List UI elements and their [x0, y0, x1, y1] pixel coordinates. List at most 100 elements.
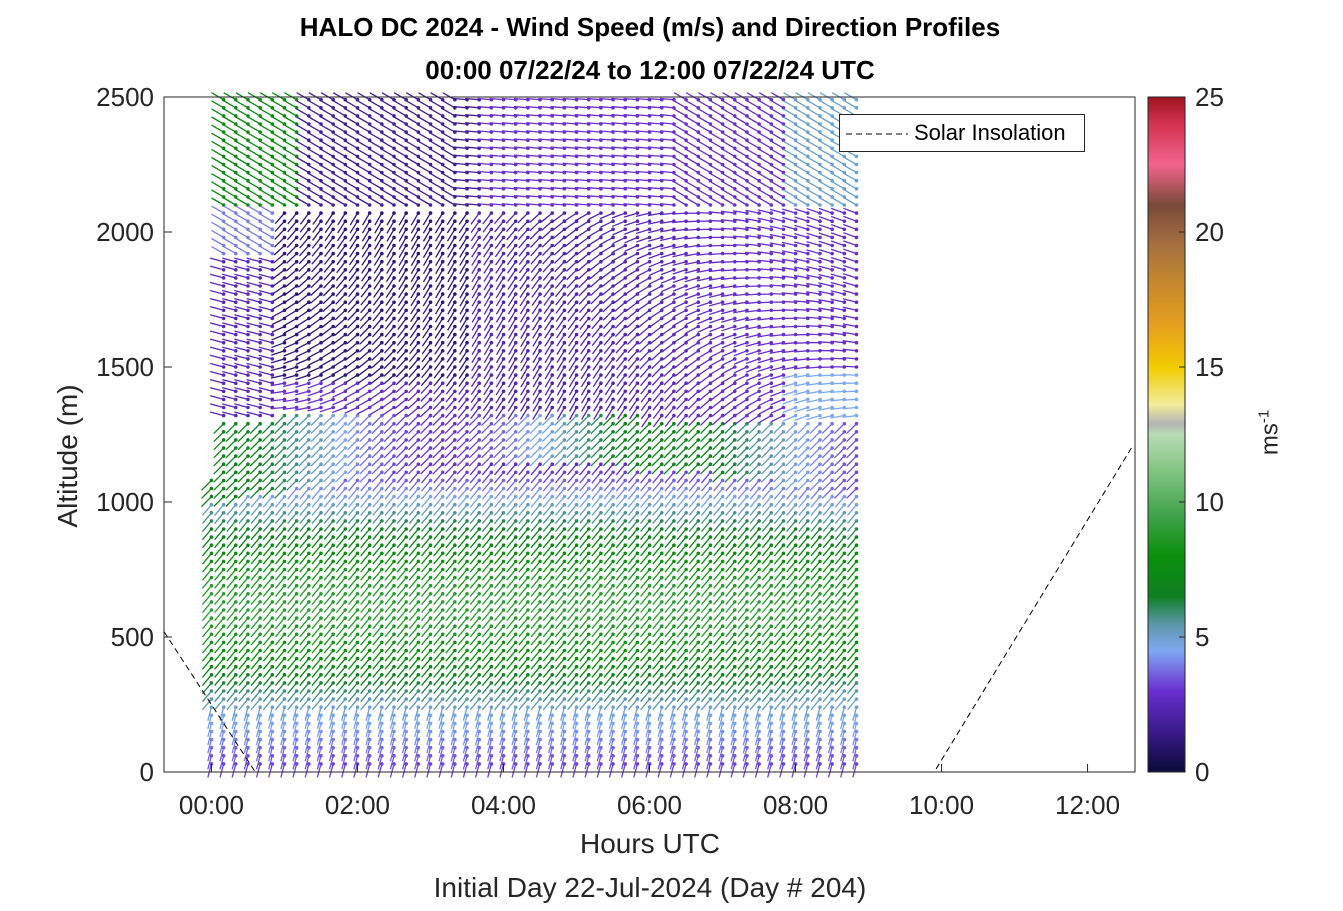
wind-barb: [377, 707, 383, 721]
wind-barb: [494, 625, 505, 638]
wind-barb-head: [501, 478, 506, 483]
wind-barb-head: [307, 227, 311, 232]
wind-barb: [493, 423, 505, 435]
wind-barb: [286, 471, 298, 483]
wind-barb-head: [307, 268, 311, 272]
wind-barb: [335, 650, 346, 662]
wind-barb: [238, 601, 249, 614]
wind-barb: [518, 609, 529, 622]
wind-barb: [418, 116, 431, 125]
wind-barb: [341, 739, 346, 754]
wind-barb: [311, 641, 322, 654]
wind-barb: [430, 100, 444, 109]
wind-barb: [422, 301, 432, 315]
wind-barb: [433, 690, 444, 703]
wind-barb-head: [453, 527, 457, 531]
wind-barb-head: [258, 697, 262, 701]
wind-barb: [274, 569, 285, 581]
wind-barb: [209, 346, 224, 352]
wind-barb-head: [294, 551, 299, 556]
wind-barb: [482, 399, 492, 412]
wind-barb-head: [513, 673, 518, 677]
wind-barb: [308, 342, 322, 351]
wind-barb: [259, 205, 273, 214]
wind-barb: [238, 544, 249, 557]
wind-barb: [372, 577, 383, 589]
wind-barb-head: [574, 511, 579, 515]
wind-barb: [396, 633, 407, 646]
wind-barb-head: [307, 592, 311, 596]
wind-barb: [238, 609, 249, 622]
wind-barb-head: [440, 478, 445, 483]
wind-barb-head: [513, 357, 518, 361]
wind-barb-head: [538, 624, 542, 628]
wind-barb: [371, 447, 383, 459]
wind-barb-head: [526, 470, 530, 475]
wind-barb: [299, 625, 310, 638]
wind-barb: [308, 124, 322, 133]
wind-barb: [270, 350, 285, 356]
wind-barb-head: [453, 268, 457, 272]
wind-barb: [323, 625, 334, 638]
wind-barb: [396, 520, 407, 533]
wind-barb: [360, 496, 371, 508]
wind-barb: [335, 609, 346, 622]
wind-barb: [382, 398, 395, 409]
wind-barb-head: [526, 478, 530, 483]
wind-barb: [371, 415, 383, 426]
wind-barb-head: [319, 600, 323, 604]
wind-barb: [410, 245, 419, 258]
wind-barb-head: [367, 600, 372, 604]
wind-barb: [360, 674, 371, 686]
wind-barb-head: [258, 494, 262, 499]
wind-barb: [335, 269, 346, 282]
wind-barb-head: [331, 259, 335, 264]
wind-barb-head: [307, 494, 311, 499]
wind-barb-head: [209, 543, 214, 547]
wind-barb-head: [453, 592, 457, 596]
wind-barb-head: [440, 381, 445, 386]
wind-barb: [457, 601, 468, 614]
wind-barb: [384, 650, 395, 662]
wind-barb: [506, 463, 517, 476]
wind-barb-head: [392, 203, 396, 207]
wind-barb-head: [538, 284, 542, 288]
wind-barb-head: [367, 608, 372, 612]
wind-barb-head: [489, 284, 494, 288]
wind-barb: [405, 148, 419, 157]
wind-barb-head: [355, 543, 360, 547]
wind-barb: [494, 650, 505, 662]
wind-barb: [320, 92, 334, 101]
wind-barb: [262, 520, 273, 533]
wind-barb: [414, 731, 419, 746]
wind-barb: [347, 431, 358, 443]
wind-barb: [243, 755, 249, 770]
wind-barb: [371, 342, 383, 354]
wind-barb-head: [233, 316, 238, 321]
wind-barb-head: [513, 551, 518, 556]
wind-barb-head: [380, 762, 384, 766]
wind-barb-head: [221, 592, 226, 596]
wind-barb-head: [270, 583, 275, 588]
wind-barb-head: [428, 559, 433, 564]
wind-barb: [507, 382, 517, 396]
wind-barb-head: [513, 624, 518, 628]
wind-barb-head: [550, 316, 555, 321]
wind-barb: [471, 277, 480, 291]
wind-barb-head: [526, 575, 530, 580]
wind-barb: [214, 625, 225, 638]
wind-barb-head: [453, 762, 457, 766]
wind-barb: [422, 245, 432, 258]
wind-barb-head: [355, 551, 360, 556]
wind-barb: [332, 116, 346, 125]
wind-barb: [365, 723, 371, 738]
wind-barb: [446, 342, 456, 355]
wind-barb: [385, 269, 395, 282]
wind-barb: [247, 140, 261, 149]
wind-barb-head: [294, 438, 299, 442]
wind-barb-head: [416, 365, 421, 369]
wind-barb: [394, 398, 407, 409]
wind-barb-head: [343, 664, 348, 669]
wind-barb-head: [501, 381, 506, 386]
wind-barb: [494, 544, 505, 557]
